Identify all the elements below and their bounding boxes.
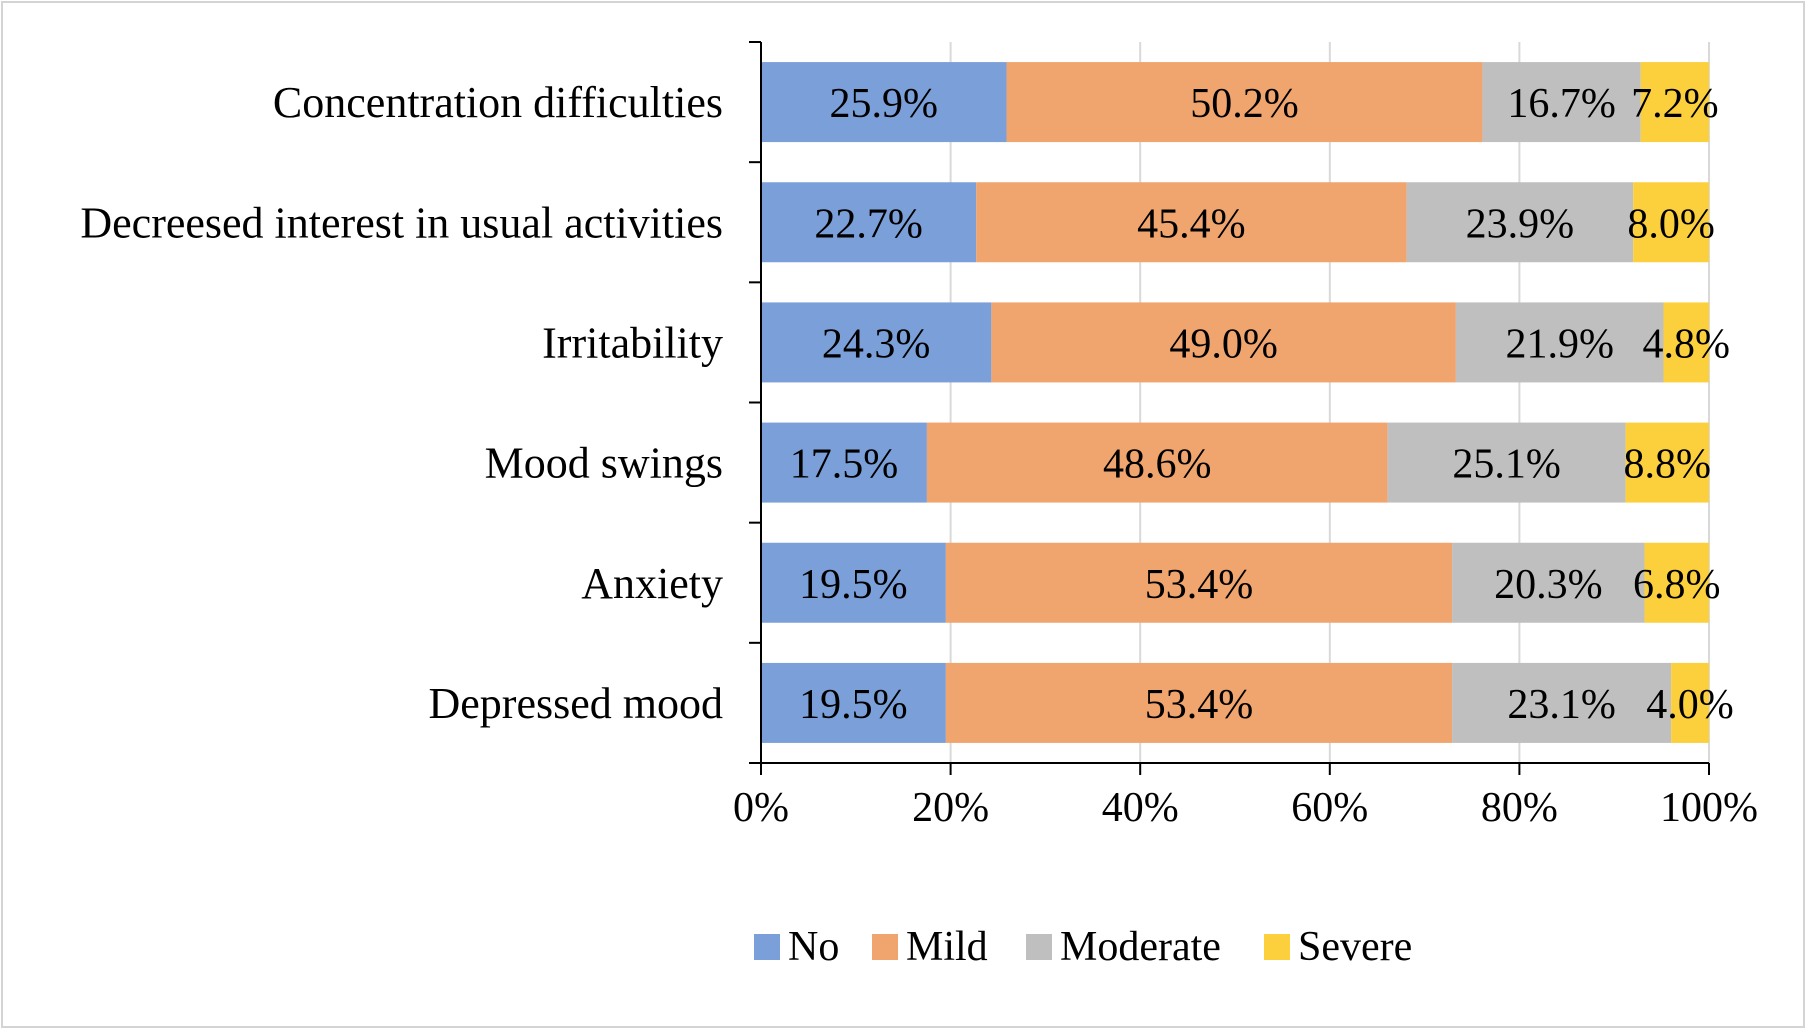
bar-mild: [945, 662, 1453, 743]
bar-severe: [1625, 422, 1709, 503]
bar-moderate: [1406, 182, 1634, 263]
bar-severe: [1633, 182, 1709, 263]
category-label: Concentration difficulties: [273, 78, 723, 127]
data-label: 16.7%: [1507, 81, 1616, 127]
bar-mild: [976, 182, 1407, 263]
bar-moderate: [1482, 62, 1641, 143]
bar-severe: [1663, 302, 1709, 383]
axes: [749, 41, 1710, 775]
data-label: 49.0%: [1169, 321, 1278, 367]
category-label: Irritability: [542, 318, 723, 367]
bar-no: [761, 542, 946, 623]
x-tick-label: 80%: [1481, 785, 1558, 831]
bar-severe: [1640, 62, 1709, 143]
bar-no: [761, 62, 1007, 143]
data-label: 8.8%: [1624, 442, 1712, 488]
legend-swatch-no: [754, 934, 780, 960]
data-label: 19.5%: [799, 562, 908, 608]
x-tick-label: 60%: [1291, 785, 1368, 831]
data-label: 22.7%: [814, 201, 923, 247]
bar-no: [761, 662, 946, 743]
legend: No Mild Moderate Severe: [754, 924, 1412, 970]
data-label: 25.9%: [830, 81, 939, 127]
data-label: 48.6%: [1103, 442, 1212, 488]
data-label: 20.3%: [1494, 562, 1603, 608]
legend-label: Severe: [1298, 924, 1412, 970]
x-tick-label: 20%: [912, 785, 989, 831]
data-label: 8.0%: [1627, 201, 1715, 247]
legend-swatch-severe: [1264, 934, 1290, 960]
data-label: 50.2%: [1190, 81, 1299, 127]
data-label: 4.0%: [1646, 682, 1734, 728]
x-tick-label: 40%: [1102, 785, 1179, 831]
legend-label: Moderate: [1060, 924, 1221, 970]
x-tick-label: 100%: [1660, 785, 1758, 831]
data-label: 25.1%: [1452, 442, 1561, 488]
data-label: 53.4%: [1145, 682, 1254, 728]
data-label: 45.4%: [1137, 201, 1246, 247]
category-label: Anxiety: [581, 559, 723, 608]
legend-label: No: [788, 924, 839, 970]
category-label: Depressed mood: [429, 679, 724, 728]
bar-mild: [1006, 62, 1483, 143]
bar-moderate: [1387, 422, 1626, 503]
data-label: 24.3%: [822, 321, 931, 367]
bar-moderate: [1452, 542, 1645, 623]
bar-moderate: [1455, 302, 1664, 383]
data-label: 7.2%: [1631, 81, 1719, 127]
bar-mild: [926, 422, 1388, 503]
legend-swatch-moderate: [1026, 934, 1052, 960]
bar-severe: [1644, 542, 1709, 623]
data-label: 23.9%: [1466, 201, 1575, 247]
bars: [761, 62, 1709, 743]
data-label: 19.5%: [799, 682, 908, 728]
bar-moderate: [1452, 662, 1672, 743]
category-label: Mood swings: [485, 439, 723, 488]
bar-no: [761, 302, 992, 383]
data-label: 53.4%: [1145, 562, 1254, 608]
gridlines: [949, 42, 1710, 763]
bar-mild: [991, 302, 1456, 383]
bar-no: [761, 182, 977, 263]
bar-no: [761, 422, 927, 503]
category-label: Decreesed interest in usual activities: [80, 198, 723, 247]
legend-swatch-mild: [872, 934, 898, 960]
data-label: 6.8%: [1633, 562, 1721, 608]
x-tick-label: 0%: [733, 785, 789, 831]
bar-mild: [945, 542, 1453, 623]
data-label: 17.5%: [790, 442, 899, 488]
labels: 0% 20% 40% 60% 80% 100% 25.9% 50.2% 16.7% 7.2% Con…: [80, 78, 1758, 831]
data-label: 4.8%: [1642, 321, 1730, 367]
bar-severe: [1671, 662, 1709, 743]
data-label: 21.9%: [1505, 321, 1614, 367]
legend-label: Mild: [906, 924, 988, 970]
data-label: 23.1%: [1507, 682, 1616, 728]
